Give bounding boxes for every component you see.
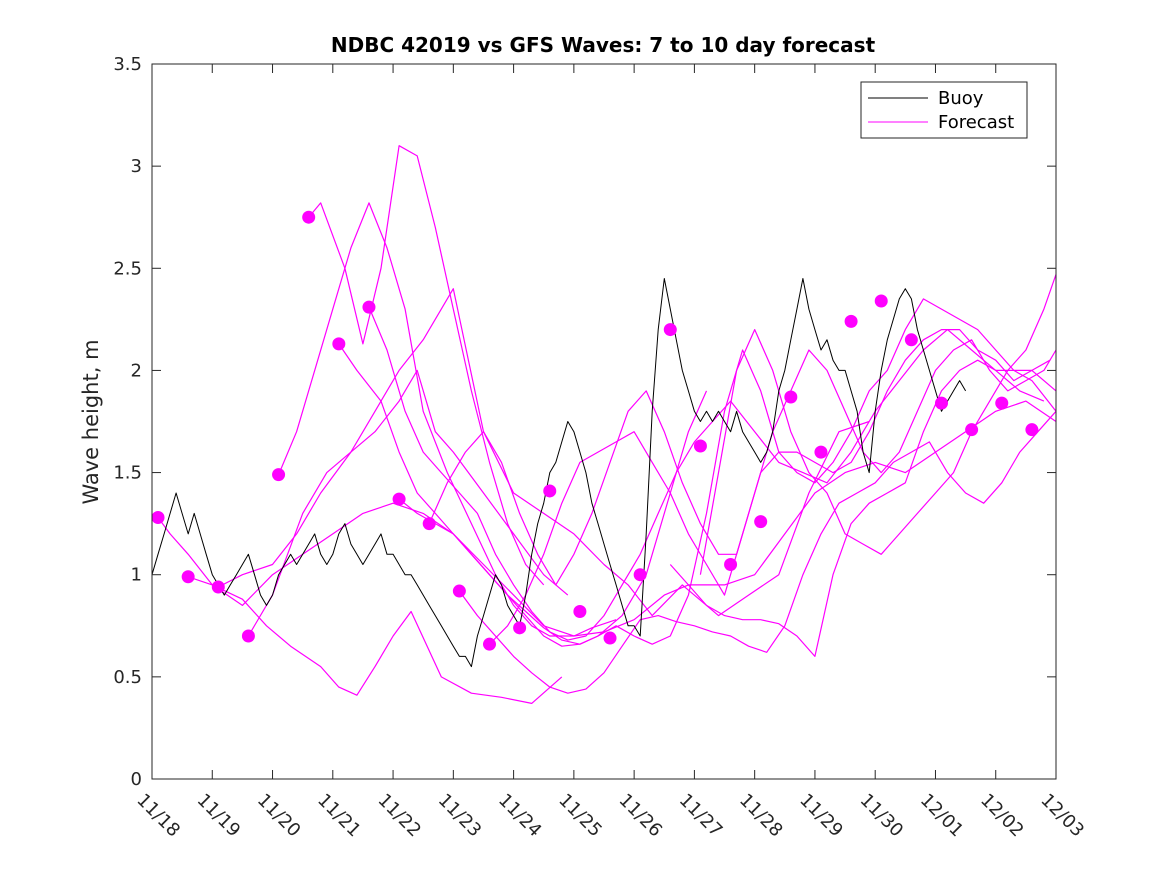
y-tick-label: 2 (131, 360, 142, 381)
forecast-marker-17 (633, 568, 647, 582)
forecast-marker-19 (693, 439, 707, 453)
legend: Buoy Forecast (860, 81, 1028, 139)
forecast-markers (151, 210, 1039, 651)
y-tick-label: 3.5 (113, 54, 142, 75)
forecast-marker-16 (603, 631, 617, 645)
forecast-marker-27 (934, 396, 948, 410)
forecast-marker-30 (1025, 423, 1039, 437)
forecast-marker-24 (844, 314, 858, 328)
forecast-marker-5 (272, 468, 286, 482)
forecast-marker-10 (422, 517, 436, 531)
legend-buoy-label: Buoy (938, 88, 984, 109)
y-tick-label: 3 (131, 156, 142, 177)
forecast-marker-26 (904, 333, 918, 347)
forecast-line-11 (458, 410, 1057, 694)
forecast-line-13 (669, 359, 1057, 657)
chart-title: NDBC 42019 vs GFS Waves: 7 to 10 day for… (331, 33, 876, 57)
forecast-marker-6 (302, 210, 316, 224)
forecast-line-7 (338, 343, 708, 647)
forecast-marker-29 (995, 396, 1009, 410)
forecast-marker-12 (482, 637, 496, 651)
forecast-marker-20 (724, 558, 738, 571)
forecast-marker-2 (181, 570, 195, 584)
forecast-marker-8 (362, 300, 376, 314)
y-tick-label: 1 (131, 565, 142, 586)
forecast-marker-23 (814, 445, 828, 459)
forecast-line-14 (699, 274, 1057, 575)
forecast-line-8 (368, 306, 1045, 641)
legend-forecast-label: Forecast (938, 112, 1014, 133)
forecast-line-6 (308, 145, 545, 586)
forecast-marker-3 (211, 580, 225, 594)
plot-background (152, 64, 1056, 779)
buoy-line (151, 278, 967, 668)
y-tick-label: 0.5 (113, 667, 142, 688)
forecast-marker-21 (754, 515, 768, 529)
forecast-marker-14 (543, 484, 557, 498)
plot-area (152, 64, 1056, 779)
forecast-lines (157, 145, 1057, 704)
forecast-marker-18 (663, 323, 677, 337)
forecast-line-2 (188, 576, 563, 704)
buoy-series-line (151, 278, 967, 668)
forecast-marker-25 (874, 294, 888, 308)
axes-box (151, 63, 1057, 780)
y-tick-label: 1.5 (113, 463, 142, 484)
forecast-marker-11 (452, 584, 466, 598)
forecast-marker-28 (965, 423, 979, 437)
forecast-marker-9 (392, 492, 406, 506)
y-tick-label: 0 (131, 769, 142, 790)
forecast-marker-1 (151, 511, 165, 525)
y-axis-label: Wave height, m (79, 339, 103, 504)
forecast-marker-7 (332, 337, 346, 351)
forecast-line-9 (398, 298, 1057, 645)
legend-box (860, 81, 1028, 139)
forecast-marker-22 (784, 390, 798, 404)
forecast-line-5 (278, 202, 617, 637)
forecast-marker-13 (513, 621, 527, 635)
forecast-line-3 (218, 288, 870, 617)
forecast-marker-15 (573, 604, 587, 618)
y-tick-label: 2.5 (113, 258, 142, 279)
forecast-marker-4 (241, 629, 255, 643)
